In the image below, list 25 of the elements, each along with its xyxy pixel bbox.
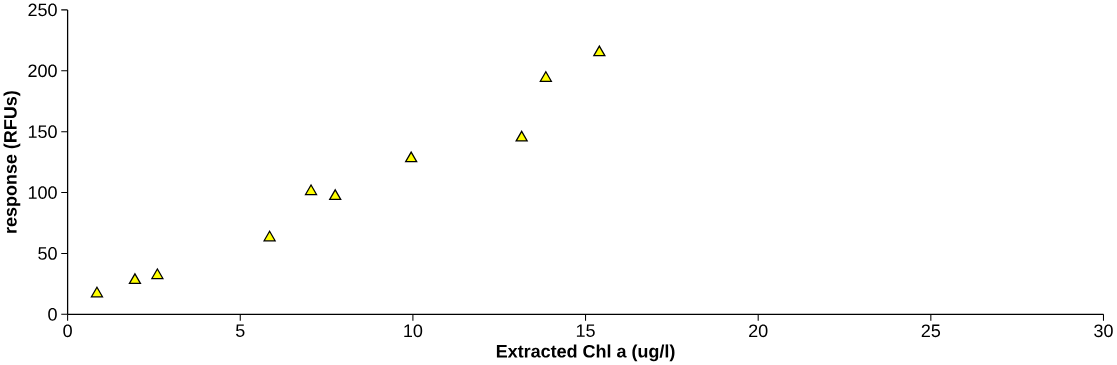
point bbox=[593, 45, 606, 57]
y-axis-title: response (RFUs) bbox=[3, 91, 21, 233]
y-tick-label: 200 bbox=[28, 64, 57, 78]
point bbox=[128, 273, 142, 285]
point bbox=[304, 184, 318, 196]
y-tick-label: 100 bbox=[28, 186, 57, 200]
y-tick-label: 250 bbox=[28, 3, 57, 17]
y-tick-label: 0 bbox=[48, 308, 57, 321]
y-tick-label: 50 bbox=[38, 247, 57, 260]
x-tick-label: 15 bbox=[576, 324, 595, 338]
point bbox=[90, 286, 104, 298]
point bbox=[151, 268, 164, 280]
point bbox=[329, 189, 342, 201]
y-tick-label: 150 bbox=[28, 125, 57, 139]
point bbox=[515, 130, 528, 142]
point bbox=[263, 230, 276, 242]
point bbox=[405, 151, 418, 163]
x-tick-label: 25 bbox=[921, 324, 941, 338]
x-tick-label: 5 bbox=[235, 324, 245, 338]
x-tick-label: 20 bbox=[749, 324, 768, 338]
point bbox=[539, 71, 552, 83]
x-tick-label: 30 bbox=[1094, 324, 1113, 338]
x-tick-label: 0 bbox=[63, 324, 72, 338]
x-axis-title: Extracted Chl a (ug/l) bbox=[496, 344, 675, 362]
x-tick-label: 10 bbox=[404, 324, 423, 338]
